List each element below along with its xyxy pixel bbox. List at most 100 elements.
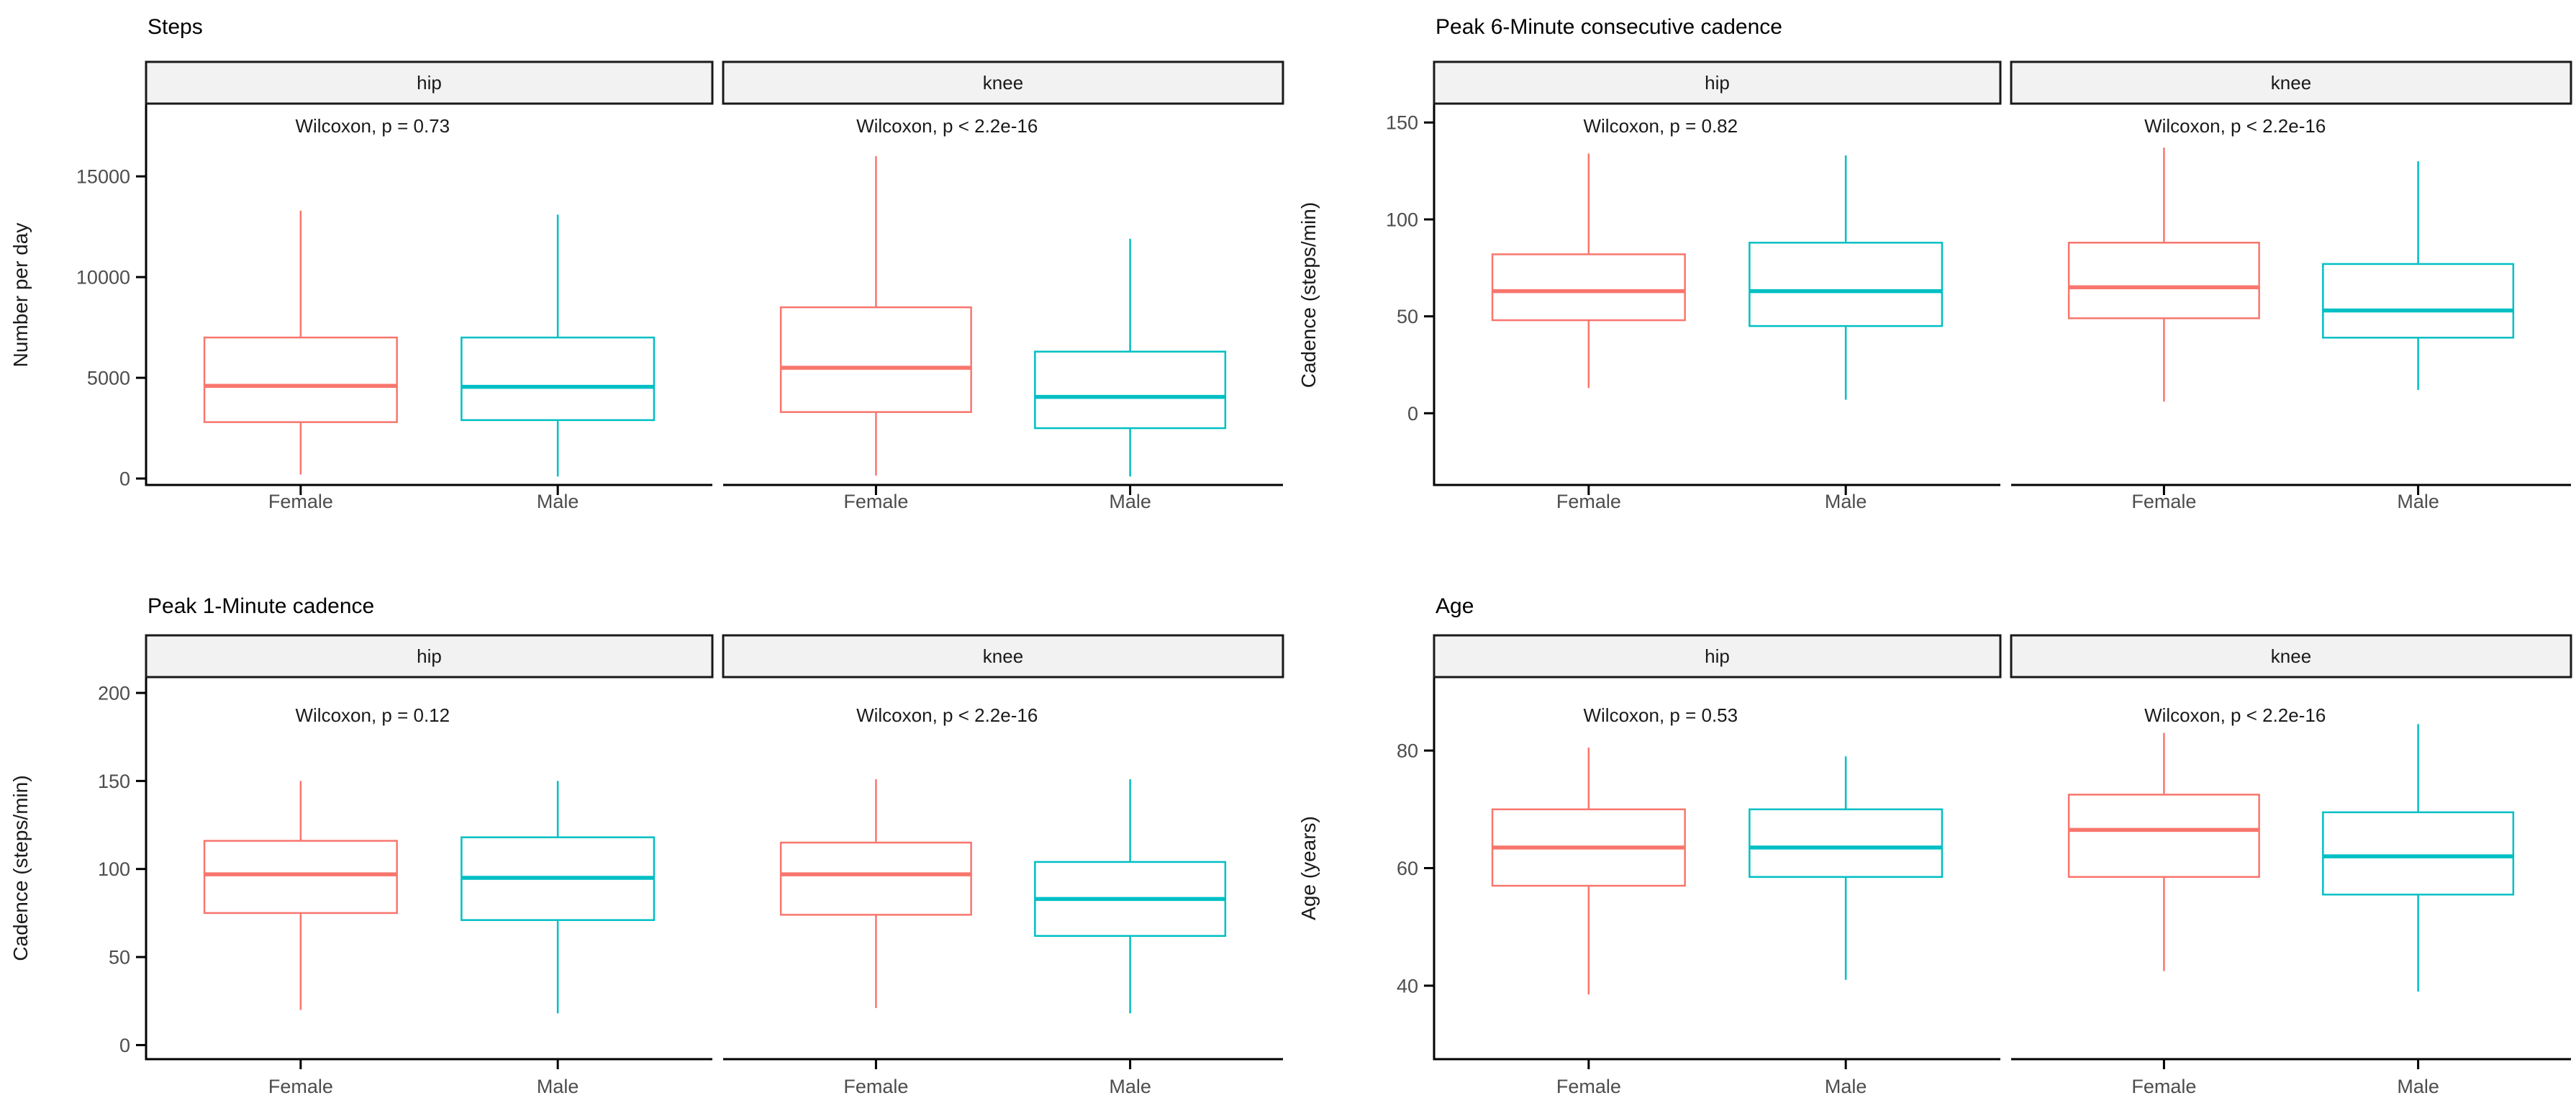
boxplot-knee-male [1034, 779, 1227, 1014]
box-iqr [461, 336, 656, 422]
box-iqr [2322, 263, 2515, 339]
facet-strip-label: hip [1705, 72, 1730, 94]
boxplot-hip-female [203, 781, 398, 1010]
y-tick-label: 150 [1386, 112, 1418, 134]
facet-strip-label: knee [2271, 645, 2311, 667]
chart-steps-svg: Steps Number per day 0 5000 10000 15000 hip Wil… [9, 15, 1284, 512]
box-iqr [1034, 350, 1227, 430]
facet-strip-label: hip [417, 72, 442, 94]
boxplot-knee-female [779, 156, 972, 476]
x-tick-label: Male [537, 1076, 579, 1097]
x-tick-label: Male [1109, 491, 1151, 512]
y-tick-label: 0 [1407, 403, 1418, 425]
y-tick-label: 150 [98, 771, 130, 792]
p-value-annotation: Wilcoxon, p = 0.12 [295, 704, 450, 726]
p-value-annotation: Wilcoxon, p < 2.2e-16 [2144, 704, 2326, 726]
x-tick-label: Male [1825, 491, 1867, 512]
chart-age: Age Age (years) 40 60 80 hip Wilcoxon, p = 0.5… [1288, 558, 2576, 1116]
chart-peak-6-minute-cadence-svg: Peak 6-Minute consecutive cadence Cadence… [1297, 15, 2572, 512]
boxplot-knee-female [2067, 732, 2260, 971]
box-iqr [1749, 242, 1944, 327]
y-tick-label: 50 [1397, 306, 1418, 327]
boxplot-knee-male [2322, 724, 2515, 992]
p-value-annotation: Wilcoxon, p < 2.2e-16 [856, 704, 1038, 726]
y-tick-label: 15000 [76, 166, 130, 188]
chart-peak-6-minute-cadence: Peak 6-Minute consecutive cadence Cadence… [1288, 0, 2576, 558]
box-iqr [1749, 808, 1944, 879]
boxplot-hip-female [1491, 153, 1686, 389]
y-tick-label: 60 [1397, 858, 1418, 879]
y-axis-label: Number per day [9, 223, 32, 368]
y-tick-label: 0 [119, 1035, 130, 1056]
p-value-annotation: Wilcoxon, p = 0.53 [1583, 704, 1738, 726]
boxplot-hip-male [1749, 155, 1944, 400]
y-tick-label: 40 [1397, 975, 1418, 997]
x-tick-label: Female [843, 1076, 908, 1097]
facet-strip-label: knee [983, 72, 1023, 94]
y-tick-label: 50 [109, 947, 130, 968]
facet-strip-label: hip [1705, 645, 1730, 667]
boxplot-knee-female [2067, 148, 2260, 402]
boxplot-knee-male [1034, 238, 1227, 477]
boxplot-knee-male [2322, 161, 2515, 390]
y-tick-label: 10000 [76, 267, 130, 289]
x-tick-label: Female [2131, 1076, 2196, 1097]
x-tick-label: Female [268, 1076, 333, 1097]
facet-strip [1433, 634, 2002, 679]
boxplot-knee-female [779, 779, 972, 1009]
chart-age-svg: Age Age (years) 40 60 80 hip Wilcoxon, p = 0.5… [1297, 594, 2572, 1097]
y-tick-label: 5000 [87, 368, 130, 389]
chart-title: Age [1436, 594, 1474, 618]
facet-strip [722, 634, 1284, 679]
y-tick-label: 100 [1386, 209, 1418, 230]
y-axis-label: Cadence (steps/min) [9, 775, 32, 961]
box-iqr [2067, 794, 2260, 879]
x-tick-label: Male [1825, 1076, 1867, 1097]
y-tick-label: 80 [1397, 740, 1418, 762]
box-iqr [779, 841, 972, 916]
facet-strip-label: knee [983, 645, 1023, 667]
facet-strip-label: knee [2271, 72, 2311, 94]
x-tick-label: Female [843, 491, 908, 512]
y-tick-label: 100 [98, 858, 130, 880]
boxplot-hip-male [461, 214, 656, 477]
facet-strip [145, 634, 714, 679]
facet-strip-label: hip [417, 645, 442, 667]
x-tick-label: Female [1556, 1076, 1621, 1097]
x-tick-label: Female [2131, 491, 2196, 512]
x-tick-label: Male [2397, 491, 2439, 512]
x-tick-label: Male [1109, 1076, 1151, 1097]
facet-strip [1433, 60, 2002, 105]
box-iqr [779, 306, 972, 413]
facet-strip [2010, 60, 2572, 105]
y-axis-label: Age (years) [1297, 816, 1320, 920]
p-value-annotation: Wilcoxon, p = 0.73 [295, 115, 450, 137]
x-tick-label: Female [268, 491, 333, 512]
boxplot-hip-male [1749, 756, 1944, 980]
y-axis-label: Cadence (steps/min) [1297, 202, 1320, 388]
y-tick-label: 200 [98, 682, 130, 704]
p-value-annotation: Wilcoxon, p < 2.2e-16 [2144, 115, 2326, 137]
x-tick-label: Male [2397, 1076, 2439, 1097]
p-value-annotation: Wilcoxon, p < 2.2e-16 [856, 115, 1038, 137]
facet-strip [2010, 634, 2572, 679]
chart-title: Peak 6-Minute consecutive cadence [1436, 15, 1782, 39]
p-value-annotation: Wilcoxon, p = 0.82 [1583, 115, 1738, 137]
box-iqr [203, 336, 398, 423]
box-iqr [203, 840, 398, 915]
x-tick-label: Female [1556, 491, 1621, 512]
box-iqr [1491, 253, 1686, 322]
y-tick-label: 0 [119, 468, 130, 489]
boxplot-hip-male [461, 781, 656, 1014]
boxplot-hip-female [203, 210, 398, 475]
box-iqr [2067, 242, 2260, 319]
box-iqr [2322, 811, 2515, 896]
chart-title: Peak 1-Minute cadence [148, 594, 374, 618]
chart-peak-1-minute-cadence-svg: Peak 1-Minute cadence Cadence (steps/min)… [9, 594, 1284, 1097]
x-tick-label: Male [537, 491, 579, 512]
chart-peak-1-minute-cadence: Peak 1-Minute cadence Cadence (steps/min)… [0, 558, 1288, 1116]
boxplot-hip-female [1491, 748, 1686, 995]
facet-strip [722, 60, 1284, 105]
facet-strip [145, 60, 714, 105]
